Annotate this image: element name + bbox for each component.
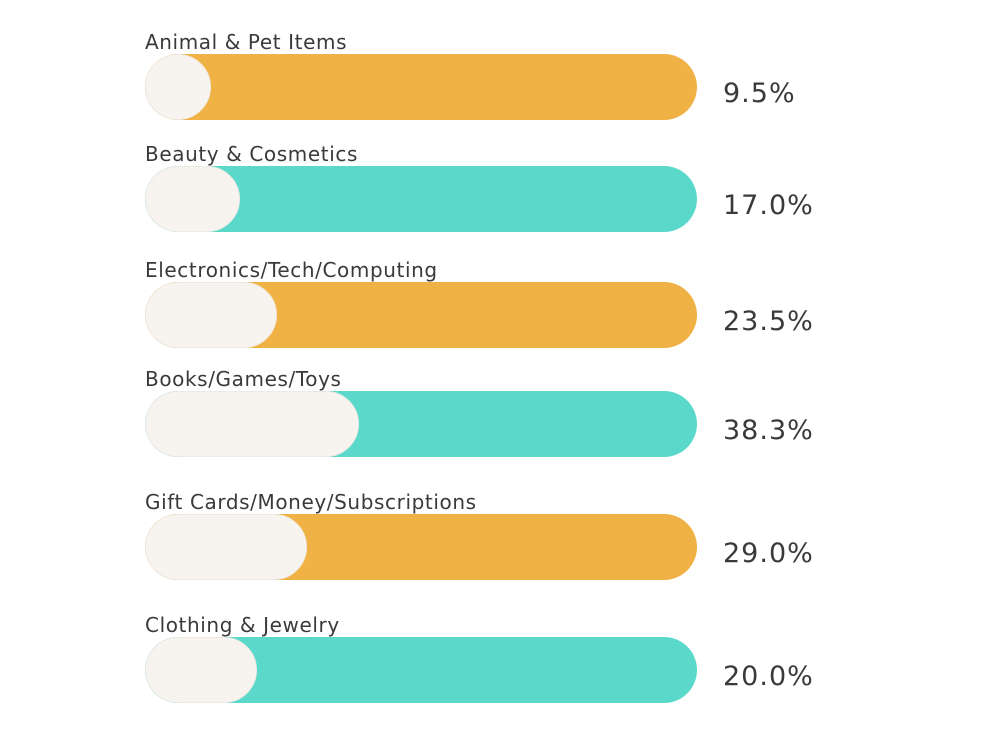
bar-fill (145, 54, 211, 120)
bar-track (145, 514, 697, 580)
bar-fill (145, 282, 277, 348)
bar-track (145, 637, 697, 703)
value-label: 23.5% (723, 306, 814, 337)
value-label: 38.3% (723, 415, 814, 446)
bar-track (145, 54, 697, 120)
bar-fill (145, 637, 257, 703)
bar-fill (145, 514, 308, 580)
bar-fill (145, 166, 241, 232)
category-label: Beauty & Cosmetics (145, 142, 358, 166)
value-label: 17.0% (723, 190, 814, 221)
category-label: Animal & Pet Items (145, 30, 348, 54)
category-label: Books/Games/Toys (145, 367, 342, 391)
value-label: 9.5% (723, 78, 796, 109)
value-label: 29.0% (723, 538, 814, 569)
bar-track (145, 391, 697, 457)
bar-track (145, 282, 697, 348)
category-label: Gift Cards/Money/Subscriptions (145, 490, 477, 514)
bar-track (145, 166, 697, 232)
value-label: 20.0% (723, 661, 814, 692)
bar-fill (145, 391, 360, 457)
category-label: Clothing & Jewelry (145, 613, 340, 637)
category-label: Electronics/Tech/Computing (145, 258, 438, 282)
